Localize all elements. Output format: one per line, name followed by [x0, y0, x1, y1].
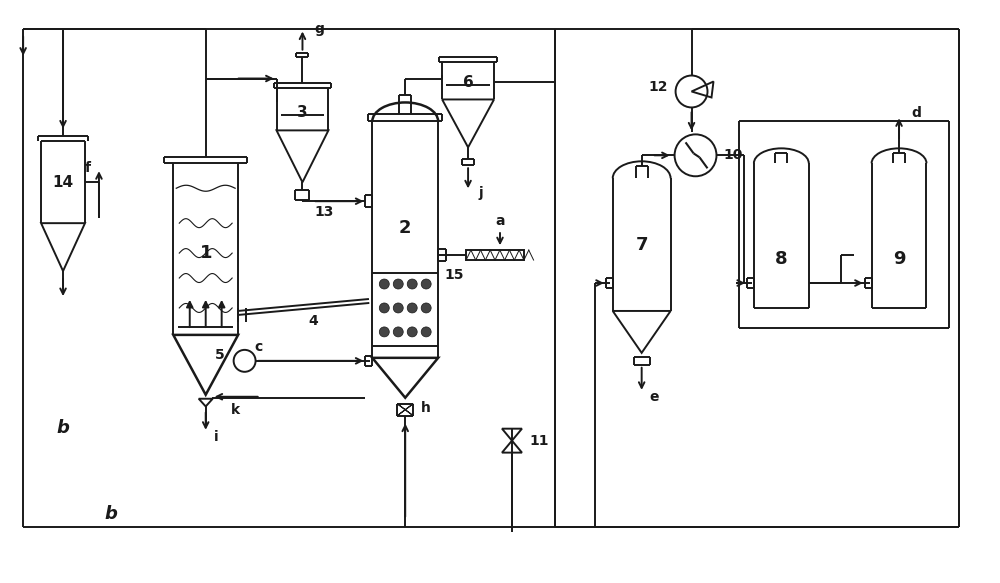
- Circle shape: [379, 303, 389, 313]
- Text: b: b: [104, 505, 117, 524]
- Text: 10: 10: [723, 148, 743, 162]
- Text: g: g: [314, 22, 324, 36]
- Text: f: f: [85, 161, 91, 175]
- Text: 8: 8: [775, 250, 788, 268]
- Text: 2: 2: [399, 219, 411, 237]
- Text: k: k: [231, 403, 240, 417]
- Text: 1: 1: [199, 244, 212, 262]
- Circle shape: [421, 327, 431, 337]
- Text: 9: 9: [893, 250, 905, 268]
- Circle shape: [676, 76, 708, 107]
- Text: 4: 4: [309, 314, 318, 328]
- Text: 13: 13: [314, 205, 334, 219]
- Circle shape: [407, 279, 417, 289]
- Text: 11: 11: [530, 434, 549, 448]
- Text: d: d: [911, 107, 921, 121]
- Text: j: j: [478, 186, 483, 200]
- Circle shape: [379, 327, 389, 337]
- Text: 5: 5: [215, 348, 225, 362]
- Text: c: c: [255, 340, 263, 354]
- Text: 15: 15: [445, 268, 464, 282]
- Text: 7: 7: [635, 236, 648, 254]
- Circle shape: [393, 279, 403, 289]
- Text: 6: 6: [463, 75, 473, 90]
- Circle shape: [407, 303, 417, 313]
- Circle shape: [675, 134, 716, 176]
- Text: h: h: [421, 401, 431, 415]
- Circle shape: [393, 327, 403, 337]
- Text: i: i: [214, 430, 218, 444]
- Circle shape: [379, 279, 389, 289]
- Bar: [466, 250, 524, 260]
- Text: 12: 12: [648, 80, 668, 94]
- Text: b: b: [57, 419, 69, 437]
- Circle shape: [421, 279, 431, 289]
- Circle shape: [234, 350, 256, 372]
- Circle shape: [393, 303, 403, 313]
- Text: 14: 14: [52, 175, 74, 189]
- Text: 3: 3: [297, 105, 308, 120]
- Circle shape: [421, 303, 431, 313]
- Text: a: a: [495, 214, 505, 228]
- Text: e: e: [650, 390, 659, 404]
- Circle shape: [407, 327, 417, 337]
